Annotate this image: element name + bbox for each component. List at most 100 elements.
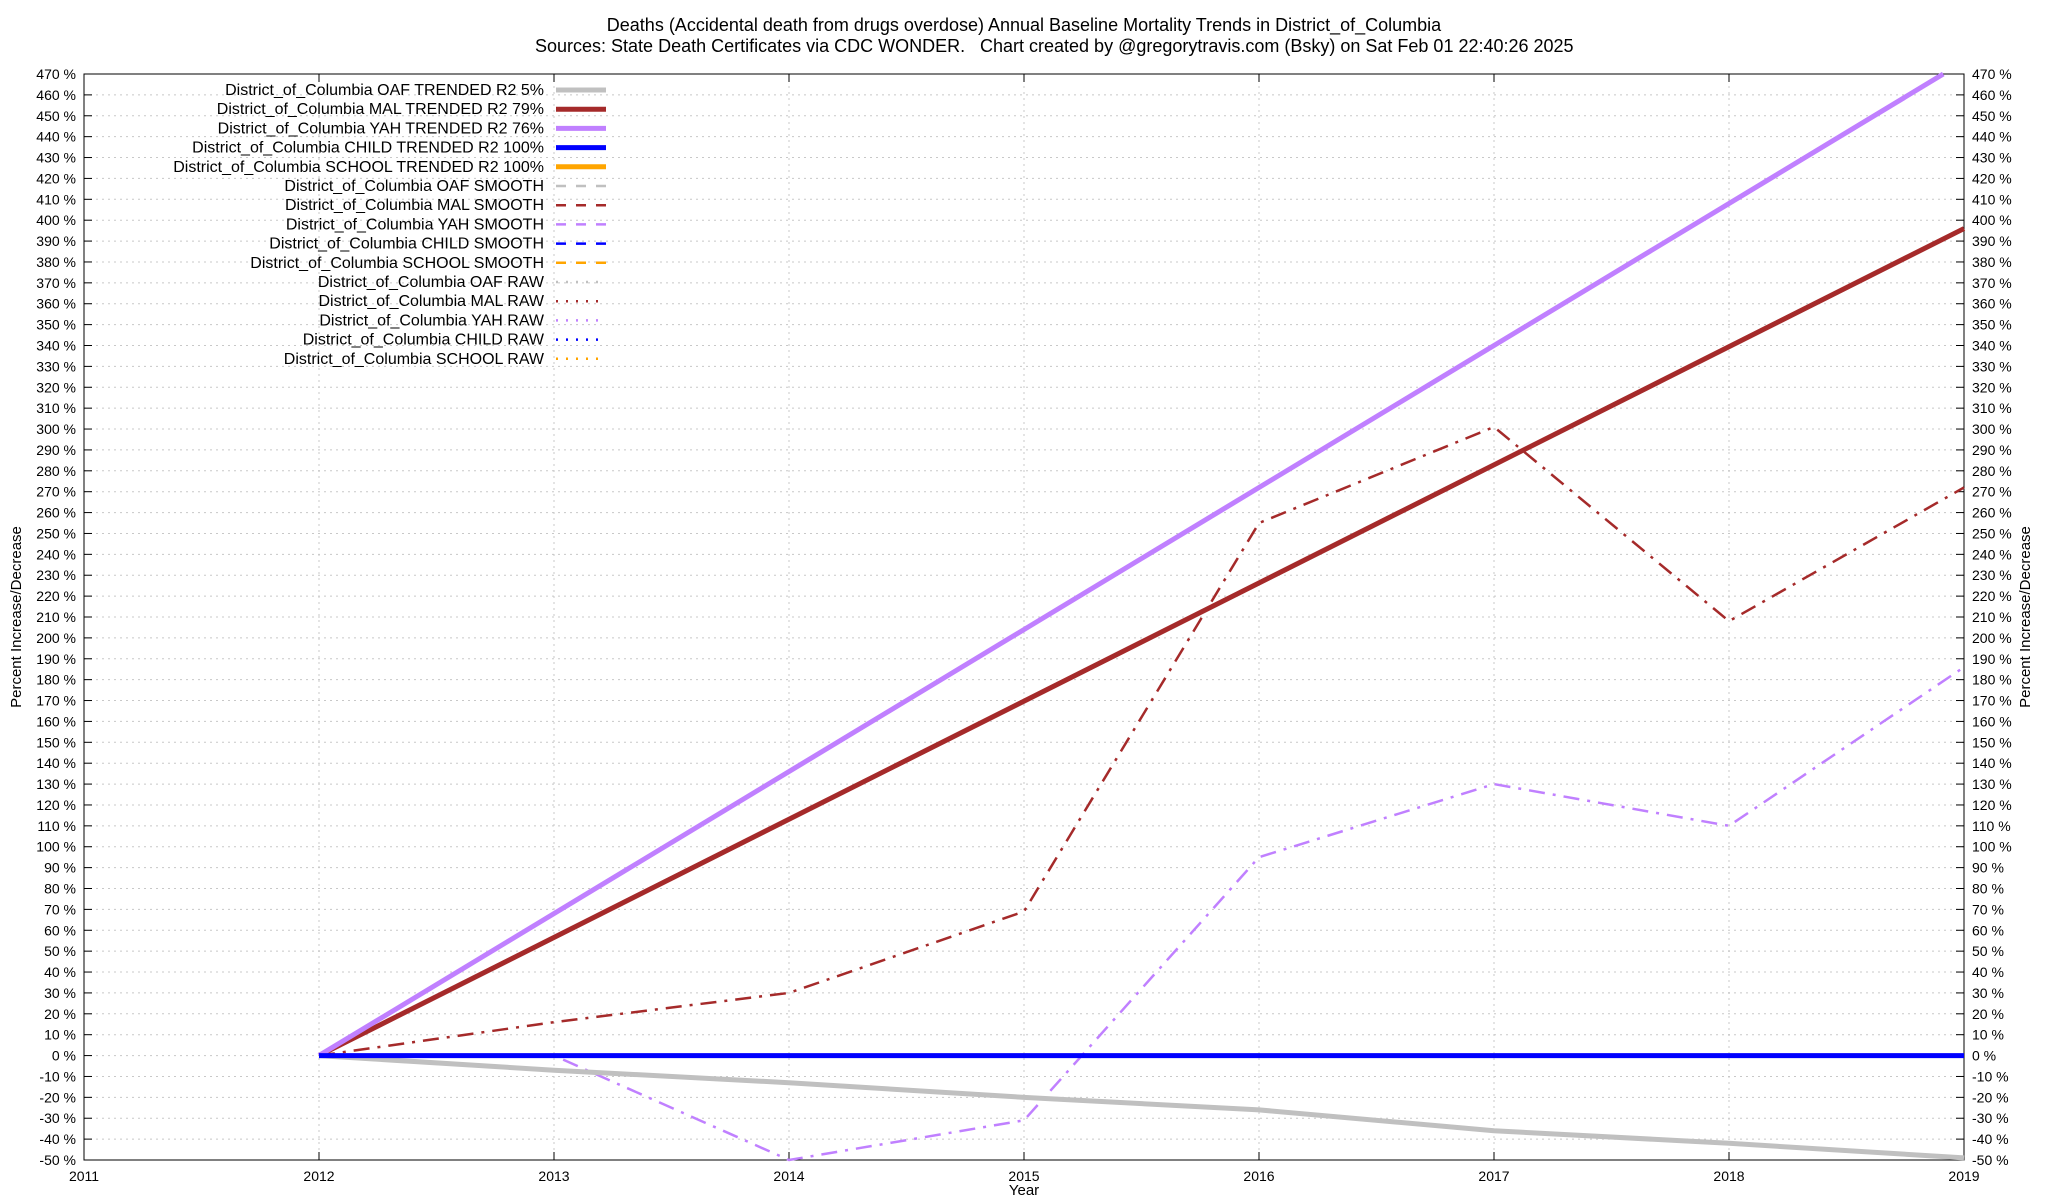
y-tick-label-left: 270 % bbox=[36, 484, 76, 500]
y-tick-label-left: 50 % bbox=[44, 943, 76, 959]
series-line bbox=[317, 226, 1966, 1058]
y-tick-label-right: 100 % bbox=[1972, 839, 2012, 855]
y-axis-label-right: Percent Increase/Decrease bbox=[2017, 526, 2034, 708]
y-tick-label-right: 160 % bbox=[1972, 713, 2012, 729]
series-line-unlabeled bbox=[319, 666, 1965, 1162]
y-tick-label-left: 130 % bbox=[36, 776, 76, 792]
x-tick-label: 2015 bbox=[1008, 1168, 1039, 1184]
y-tick-label-right: 80 % bbox=[1972, 881, 2004, 897]
y-tick-label-left: 300 % bbox=[36, 421, 76, 437]
y-tick-label-right: 170 % bbox=[1972, 693, 2012, 709]
x-tick-label: 2013 bbox=[538, 1168, 569, 1184]
y-tick-label-right: 270 % bbox=[1972, 484, 2012, 500]
y-tick-label-right: 390 % bbox=[1972, 233, 2012, 249]
y-tick-label-right: -10 % bbox=[1972, 1068, 2009, 1084]
y-tick-label-right: 260 % bbox=[1972, 505, 2012, 521]
series-line-unlabeled bbox=[318, 425, 1965, 1057]
x-tick-label: 2016 bbox=[1243, 1168, 1274, 1184]
y-tick-label-left: -50 % bbox=[39, 1152, 76, 1168]
y-tick-label-left: 90 % bbox=[44, 860, 76, 876]
y-tick-label-left: -40 % bbox=[39, 1131, 76, 1147]
y-tick-label-right: 400 % bbox=[1972, 212, 2012, 228]
y-tick-label-left: 290 % bbox=[36, 442, 76, 458]
legend-label: District_of_Columbia SCHOOL SMOOTH bbox=[250, 255, 544, 272]
y-tick-label-left: 0 % bbox=[52, 1048, 76, 1064]
legend: District_of_Columbia OAF TRENDED R2 5% Di… bbox=[173, 82, 606, 368]
y-tick-label-left: 280 % bbox=[36, 463, 76, 479]
x-tick-label: 2017 bbox=[1478, 1168, 1509, 1184]
y-tick-label-right: 180 % bbox=[1972, 672, 2012, 688]
y-tick-label-left: 20 % bbox=[44, 1006, 76, 1022]
y-tick-label-left: 150 % bbox=[36, 734, 76, 750]
y-tick-label-left: 100 % bbox=[36, 839, 76, 855]
y-tick-label-left: -10 % bbox=[39, 1068, 76, 1084]
y-tick-label-left: 120 % bbox=[36, 797, 76, 813]
series-line bbox=[317, 71, 1945, 1058]
y-tick-label-left: 180 % bbox=[36, 672, 76, 688]
legend-label: District_of_Columbia OAF TRENDED R2 5% bbox=[225, 82, 544, 99]
y-tick-label-right: 20 % bbox=[1972, 1006, 2004, 1022]
y-tick-label-right: 290 % bbox=[1972, 442, 2012, 458]
y-tick-label-right: 30 % bbox=[1972, 985, 2004, 1001]
y-tick-label-right: -40 % bbox=[1972, 1131, 2009, 1147]
y-tick-label-right: 120 % bbox=[1972, 797, 2012, 813]
chart-subtitle-left: Sources: State Death Certificates via CD… bbox=[535, 36, 965, 56]
y-tick-label-right: 300 % bbox=[1972, 421, 2012, 437]
y-tick-label-left: 200 % bbox=[36, 630, 76, 646]
y-tick-label-right: 150 % bbox=[1972, 734, 2012, 750]
series-line bbox=[318, 1053, 1965, 1161]
y-tick-label-left: 140 % bbox=[36, 755, 76, 771]
y-tick-label-left: 470 % bbox=[36, 66, 76, 82]
legend-label: District_of_Columbia MAL TRENDED R2 79% bbox=[217, 101, 544, 118]
x-axis-label: Year bbox=[1009, 1182, 1039, 1199]
legend-label: District_of_Columbia CHILD SMOOTH bbox=[269, 236, 544, 253]
y-tick-label-right: 350 % bbox=[1972, 317, 2012, 333]
y-tick-label-right: 40 % bbox=[1972, 964, 2004, 980]
legend-label: District_of_Columbia SCHOOL RAW bbox=[284, 351, 545, 368]
legend-label: District_of_Columbia CHILD TRENDED R2 10… bbox=[192, 140, 544, 157]
y-tick-label-left: 250 % bbox=[36, 525, 76, 541]
y-tick-label-right: 0 % bbox=[1972, 1048, 1996, 1064]
y-tick-label-right: 440 % bbox=[1972, 129, 2012, 145]
y-tick-label-left: 230 % bbox=[36, 567, 76, 583]
y-tick-label-left: 410 % bbox=[36, 191, 76, 207]
y-tick-label-right: 430 % bbox=[1972, 150, 2012, 166]
y-tick-label-right: 50 % bbox=[1972, 943, 2004, 959]
y-tick-label-right: 460 % bbox=[1972, 87, 2012, 103]
y-tick-label-left: 370 % bbox=[36, 275, 76, 291]
y-tick-label-left: 70 % bbox=[44, 901, 76, 917]
y-tick-label-right: 320 % bbox=[1972, 379, 2012, 395]
y-tick-label-left: 210 % bbox=[36, 609, 76, 625]
y-tick-label-left: 330 % bbox=[36, 358, 76, 374]
y-tick-label-right: 60 % bbox=[1972, 922, 2004, 938]
y-tick-label-left: 360 % bbox=[36, 296, 76, 312]
y-tick-label-right: -50 % bbox=[1972, 1152, 2009, 1168]
legend-label: District_of_Columbia OAF SMOOTH bbox=[284, 178, 544, 195]
y-tick-label-left: 320 % bbox=[36, 379, 76, 395]
x-tick-label: 2019 bbox=[1948, 1168, 1979, 1184]
y-tick-label-left: 430 % bbox=[36, 150, 76, 166]
y-tick-label-right: 140 % bbox=[1972, 755, 2012, 771]
legend-label: District_of_Columbia SCHOOL TRENDED R2 1… bbox=[173, 159, 544, 176]
y-tick-label-left: 110 % bbox=[37, 818, 76, 834]
x-tick-label: 2018 bbox=[1713, 1168, 1744, 1184]
y-tick-label-right: 370 % bbox=[1972, 275, 2012, 291]
y-axis-label-left: Percent Increase/Decrease bbox=[8, 526, 25, 708]
y-tick-label-left: 390 % bbox=[36, 233, 76, 249]
y-tick-label-right: -20 % bbox=[1972, 1089, 2009, 1105]
y-tick-label-left: 420 % bbox=[36, 170, 76, 186]
y-tick-label-left: 260 % bbox=[36, 505, 76, 521]
legend-label: District_of_Columbia MAL SMOOTH bbox=[285, 197, 544, 214]
y-tick-label-right: 250 % bbox=[1972, 525, 2012, 541]
y-tick-label-right: 210 % bbox=[1972, 609, 2012, 625]
y-tick-label-left: 440 % bbox=[36, 129, 76, 145]
y-tick-label-right: 420 % bbox=[1972, 170, 2012, 186]
y-tick-label-right: 360 % bbox=[1972, 296, 2012, 312]
y-tick-label-left: 240 % bbox=[36, 546, 76, 562]
series-lines bbox=[317, 71, 1966, 1162]
y-tick-label-right: 220 % bbox=[1972, 588, 2012, 604]
axis-ticks: -50 % -50 % -40 % -40 % -30 % -30 % -20 % -20 %… bbox=[36, 66, 2011, 1184]
y-tick-label-left: 30 % bbox=[44, 985, 76, 1001]
y-tick-label-right: 200 % bbox=[1972, 630, 2012, 646]
